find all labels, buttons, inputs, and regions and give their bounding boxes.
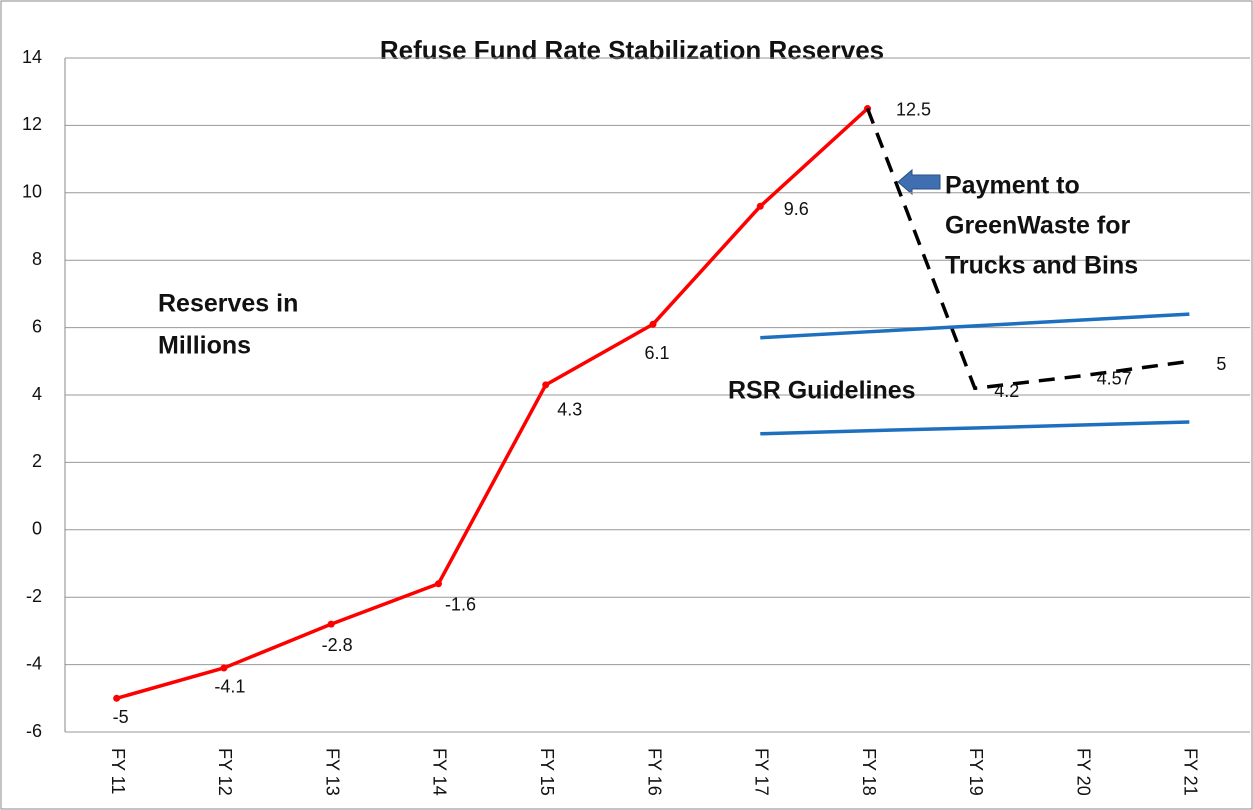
point	[327, 620, 335, 628]
annotation: Reserves in	[158, 290, 298, 318]
y-tick-label: 10	[22, 182, 42, 202]
point	[434, 580, 442, 588]
annotation: RSR Guidelines	[728, 377, 916, 405]
point	[756, 202, 764, 210]
series-line	[760, 420, 1190, 436]
annotation: Millions	[158, 332, 251, 360]
y-tick-label: 2	[32, 451, 42, 471]
x-tick-label: FY 14	[430, 748, 450, 796]
y-tick-label: 12	[22, 114, 42, 134]
data-label: -1.6	[445, 594, 476, 614]
y-tick-label: -2	[26, 586, 42, 606]
x-tick-label: FY 13	[322, 748, 342, 796]
y-tick-label: 4	[32, 384, 42, 404]
x-tick-label: FY 11	[108, 748, 128, 794]
y-tick-label: 14	[22, 47, 42, 67]
data-label: 4.2	[994, 381, 1019, 401]
series-line	[865, 107, 1190, 391]
x-tick-label: FY 12	[215, 748, 235, 796]
y-tick-label: 0	[32, 519, 42, 539]
x-tick-label: FY 15	[537, 748, 557, 796]
point	[113, 694, 121, 702]
y-tick-label: 8	[32, 249, 42, 269]
chart-title: Refuse Fund Rate Stabilization Reserves	[380, 35, 884, 65]
series-line	[760, 312, 1190, 340]
series-line	[116, 107, 869, 700]
data-label: 4.57	[1097, 369, 1132, 389]
x-tick-label: FY 21	[1181, 748, 1201, 796]
y-tick-label: -6	[26, 721, 42, 741]
annotation: Payment to	[945, 172, 1080, 200]
point	[542, 381, 550, 389]
annotation: Trucks and Bins	[945, 252, 1138, 280]
point	[649, 320, 657, 328]
data-label: 9.6	[784, 199, 809, 219]
x-tick-label: FY 17	[752, 748, 772, 796]
data-label: 6.1	[644, 343, 669, 363]
annotation: GreenWaste for	[945, 212, 1131, 240]
data-label: 5	[1216, 354, 1226, 374]
y-tick-label: 6	[32, 316, 42, 336]
x-tick-label: FY 20	[1073, 748, 1093, 796]
y-tick-label: -4	[26, 653, 42, 673]
data-label: 12.5	[896, 99, 931, 119]
arrow	[897, 168, 941, 196]
data-label: -4.1	[214, 677, 245, 697]
point	[220, 664, 228, 672]
data-label: -5	[113, 707, 129, 727]
x-tick-label: FY 18	[859, 748, 879, 796]
data-label: -2.8	[322, 635, 353, 655]
data-label: 4.3	[557, 400, 582, 420]
x-tick-label: FY 16	[644, 748, 664, 796]
x-tick-label: FY 19	[966, 748, 986, 796]
